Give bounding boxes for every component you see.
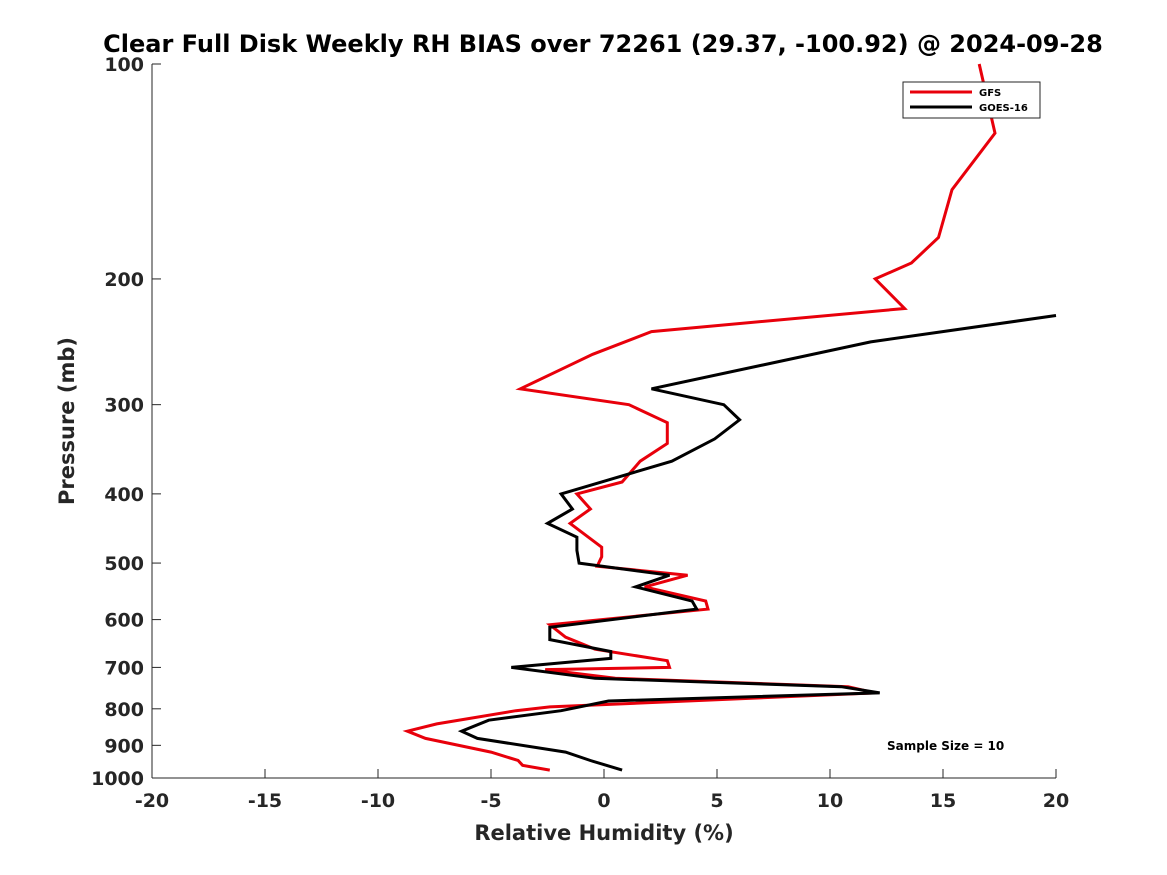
y-tick-label: 500 [104, 553, 144, 575]
sample-size-annotation: Sample Size = 10 [887, 739, 1004, 753]
plot-background [152, 64, 1056, 778]
plot-area: -20 -15 -10 -5 0 5 10 15 20 100 200 300 400 500 600 70… [91, 54, 1069, 812]
x-tick-label: 0 [597, 790, 610, 812]
legend-label-goes16: GOES-16 [979, 103, 1028, 114]
x-tick-label: 10 [817, 790, 843, 812]
chart-title: Clear Full Disk Weekly RH BIAS over 7226… [103, 30, 1103, 58]
y-axis-ticks: 100 200 300 400 500 600 700 800 900 1000 [91, 54, 161, 790]
x-tick-label: -5 [480, 790, 501, 812]
legend-box [902, 81, 1041, 119]
x-axis-ticks: -20 -15 -10 -5 0 5 10 15 20 [135, 769, 1069, 812]
x-axis-label: Relative Humidity (%) [474, 821, 733, 845]
y-tick-label: 1000 [91, 768, 144, 790]
legend-label-gfs: GFS [979, 88, 1001, 99]
x-tick-label: 20 [1043, 790, 1069, 812]
y-tick-label: 800 [104, 699, 144, 721]
legend: GFS GOES-16 [902, 81, 1041, 119]
series-layer [402, 63, 1057, 772]
y-tick-label: 200 [104, 269, 144, 291]
x-tick-label: -15 [248, 790, 282, 812]
series-line-goes16 [457, 314, 1057, 772]
y-tick-label: 900 [104, 735, 144, 757]
x-tick-label: -20 [135, 790, 169, 812]
y-axis-label: Pressure (mb) [55, 337, 79, 505]
y-tick-label: 600 [104, 610, 144, 632]
y-tick-label: 300 [104, 395, 144, 417]
x-tick-label: -10 [361, 790, 395, 812]
x-tick-label: 5 [710, 790, 723, 812]
x-tick-label: 15 [930, 790, 956, 812]
y-tick-label: 700 [104, 657, 144, 679]
y-tick-label: 100 [104, 54, 144, 76]
y-tick-label: 400 [104, 484, 144, 506]
